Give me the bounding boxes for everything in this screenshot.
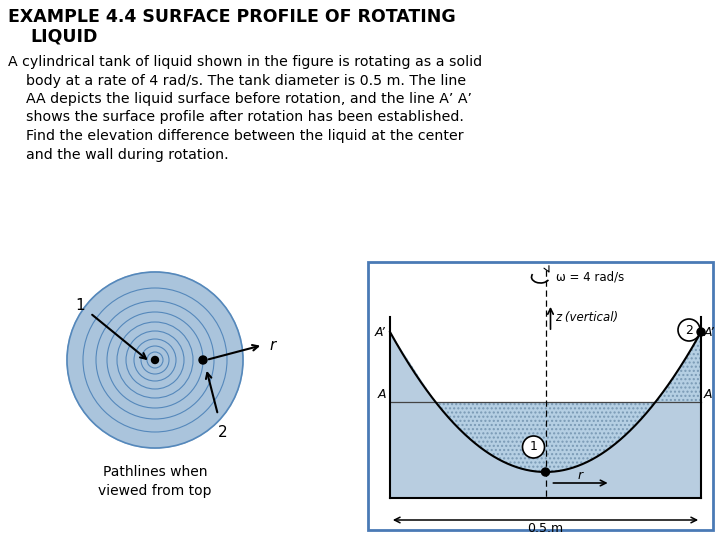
Text: 1: 1	[75, 298, 85, 313]
Text: 0.5.m: 0.5.m	[528, 522, 564, 535]
Circle shape	[541, 468, 549, 476]
Text: body at a rate of 4 rad/s. The tank diameter is 0.5 m. The line: body at a rate of 4 rad/s. The tank diam…	[8, 73, 466, 87]
Text: 1: 1	[530, 441, 537, 454]
Text: and the wall during rotation.: and the wall during rotation.	[8, 147, 229, 161]
Circle shape	[678, 319, 700, 341]
Text: LIQUID: LIQUID	[30, 28, 97, 46]
Circle shape	[523, 436, 544, 458]
FancyBboxPatch shape	[368, 262, 713, 530]
Circle shape	[199, 356, 207, 364]
Text: A’: A’	[375, 326, 386, 339]
Polygon shape	[390, 332, 701, 498]
Text: 2: 2	[218, 425, 228, 440]
Text: shows the surface profile after rotation has been established.: shows the surface profile after rotation…	[8, 111, 464, 125]
Circle shape	[67, 272, 243, 448]
Circle shape	[697, 328, 705, 336]
Polygon shape	[655, 332, 701, 402]
Text: Find the elevation difference between the liquid at the center: Find the elevation difference between th…	[8, 129, 464, 143]
Text: ω = 4 rad/s: ω = 4 rad/s	[556, 271, 624, 284]
Text: Pathlines when
viewed from top: Pathlines when viewed from top	[98, 465, 212, 498]
Polygon shape	[390, 332, 436, 402]
Text: EXAMPLE 4.4 SURFACE PROFILE OF ROTATING: EXAMPLE 4.4 SURFACE PROFILE OF ROTATING	[8, 8, 456, 26]
Text: 2: 2	[685, 323, 693, 336]
Text: A: A	[377, 388, 386, 401]
Text: A: A	[704, 388, 713, 401]
Text: AA depicts the liquid surface before rotation, and the line A’ A’: AA depicts the liquid surface before rot…	[8, 92, 472, 106]
Text: A’: A’	[704, 326, 715, 339]
Text: r: r	[578, 469, 583, 482]
Circle shape	[151, 356, 158, 363]
Polygon shape	[436, 402, 655, 472]
Text: A cylindrical tank of liquid shown in the figure is rotating as a solid: A cylindrical tank of liquid shown in th…	[8, 55, 482, 69]
Text: z (vertical): z (vertical)	[556, 312, 618, 325]
Text: r: r	[269, 338, 275, 353]
